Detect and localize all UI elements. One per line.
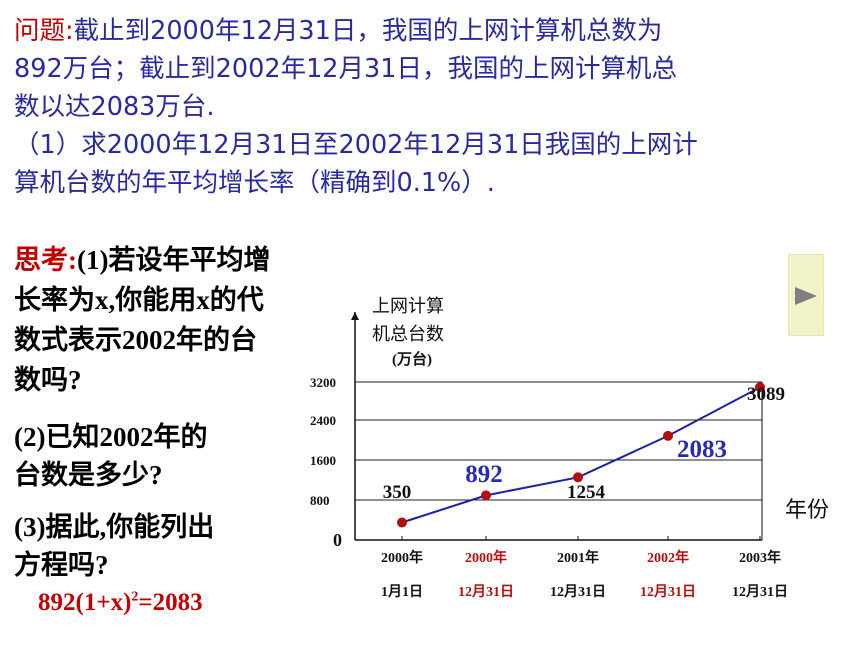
y-tick-label-3200: 3200 — [310, 375, 336, 390]
data-label-2: 1254 — [567, 482, 606, 503]
think-line-2: 长率为x,你能用x的代 — [14, 285, 264, 315]
think-line-4: 数吗? — [14, 365, 82, 395]
x-tick-date-2: 12月31日 — [550, 584, 606, 600]
y-tick-label-0: 0 — [333, 530, 342, 550]
problem-statement: 问题:截止到2000年12月31日，我国的上网计算机总数为 892万台；截止到2… — [14, 12, 854, 202]
play-triangle-icon — [795, 287, 817, 305]
x-tick-year-3: 2002年 — [647, 549, 689, 566]
data-label-1: 892 — [465, 461, 503, 488]
think-line-3: 数式表示2002年的台 — [14, 325, 257, 355]
data-label-3: 2083 — [677, 436, 727, 463]
think-section: 思考:(1)若设年平均增 长率为x,你能用x的代 数式表示2002年的台 数吗? — [14, 240, 334, 400]
x-tick-date-4: 12月31日 — [732, 584, 788, 600]
equation-base: 892(1+x) — [38, 589, 132, 616]
data-point-4 — [755, 382, 765, 393]
x-axis-label: 年份 — [785, 498, 829, 523]
equation: 892(1+x)2=2083 — [38, 589, 203, 617]
x-tick-date-3: 12月31日 — [640, 584, 696, 600]
equation-exponent: 2 — [131, 589, 139, 605]
problem-line-5: 算机台数的年平均增长率（精确到0.1%）. — [14, 168, 495, 198]
problem-line-2: 892万台；截止到2002年12月31日，我国的上网计算机总 — [14, 54, 677, 84]
x-tick-year-2: 2001年 — [557, 549, 599, 566]
question-3: (3)据此,你能列出 方程吗? — [14, 508, 214, 584]
x-tick-year-4: 2003年 — [739, 549, 781, 566]
x-tick-date-1: 12月31日 — [458, 584, 514, 600]
x-tick-date-0: 1月1日 — [381, 584, 423, 600]
think-text-1: (1)若设年平均增 — [77, 245, 271, 275]
x-tick-year-0: 2000年 — [381, 549, 423, 566]
data-label-0: 350 — [383, 482, 412, 503]
problem-line-1: 问题:截止到2000年12月31日，我国的上网计算机总数为 — [14, 12, 854, 50]
data-label-4: 3089 — [747, 384, 785, 405]
problem-lead: 问题: — [14, 16, 74, 46]
x-tick-year-1: 2000年 — [465, 549, 507, 566]
think-lead: 思考: — [14, 245, 77, 275]
problem-line-3: 数以达2083万台. — [14, 92, 215, 122]
problem-text-1: 截止到2000年12月31日，我国的上网计算机总数为 — [73, 16, 663, 46]
play-button[interactable] — [788, 254, 824, 336]
y-axis-arrow — [351, 312, 359, 320]
y-axis-label-line-3: (万台) — [392, 350, 432, 368]
equation-rhs: =2083 — [138, 589, 203, 616]
q2-line-2: 台数是多少? — [14, 460, 163, 490]
think-line-1: 思考:(1)若设年平均增 — [14, 240, 334, 280]
data-point-2 — [573, 472, 583, 483]
y-tick-label-2400: 2400 — [310, 413, 336, 428]
q2-line-1: (2)已知2002年的 — [14, 422, 208, 452]
y-axis-label-line-2: 机总台数 — [372, 324, 444, 345]
data-point-3 — [663, 430, 673, 441]
problem-line-4: （1）求2000年12月31日至2002年12月31日我国的上网计 — [14, 130, 698, 160]
q3-line-2: 方程吗? — [14, 550, 109, 580]
q3-line-1: (3)据此,你能列出 — [14, 512, 215, 542]
y-tick-label-800: 800 — [310, 493, 330, 508]
y-tick-label-1600: 1600 — [310, 453, 336, 468]
data-point-1 — [481, 490, 491, 501]
y-axis-label-line-1: 上网计算 — [372, 296, 444, 317]
data-point-0 — [397, 517, 407, 528]
question-2: (2)已知2002年的 台数是多少? — [14, 418, 207, 494]
